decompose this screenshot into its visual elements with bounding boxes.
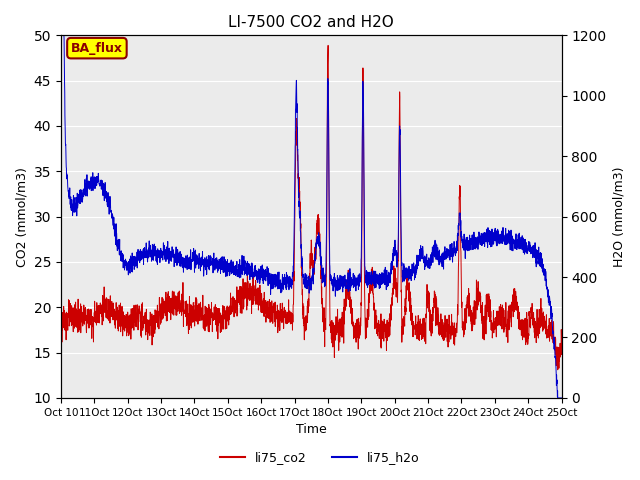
li75_h2o xyxy=(57,38,65,44)
li75_co2 xyxy=(249,278,257,284)
li75_co2 xyxy=(144,337,152,343)
Legend: li75_co2, li75_h2o: li75_co2, li75_h2o xyxy=(215,446,425,469)
Y-axis label: H2O (mmol/m3): H2O (mmol/m3) xyxy=(612,167,625,267)
li75_h2o xyxy=(249,272,257,278)
li75_h2o xyxy=(494,236,502,242)
li75_h2o xyxy=(271,282,278,288)
Y-axis label: CO2 (mmol/m3): CO2 (mmol/m3) xyxy=(15,167,28,266)
Line: li75_co2: li75_co2 xyxy=(61,46,561,370)
li75_co2 xyxy=(494,308,502,314)
Title: LI-7500 CO2 and H2O: LI-7500 CO2 and H2O xyxy=(228,15,394,30)
li75_h2o xyxy=(548,314,556,320)
li75_co2 xyxy=(114,307,122,313)
li75_h2o xyxy=(144,253,152,259)
X-axis label: Time: Time xyxy=(296,423,326,436)
li75_co2 xyxy=(554,367,561,372)
li75_co2 xyxy=(548,331,556,336)
Text: BA_flux: BA_flux xyxy=(71,42,123,55)
li75_h2o xyxy=(557,395,565,401)
li75_co2 xyxy=(57,331,65,336)
li75_h2o xyxy=(57,33,65,38)
Line: li75_h2o: li75_h2o xyxy=(61,36,561,398)
li75_co2 xyxy=(557,351,565,357)
li75_h2o xyxy=(554,395,561,401)
li75_co2 xyxy=(324,43,332,48)
li75_h2o xyxy=(115,246,122,252)
li75_co2 xyxy=(271,317,278,323)
